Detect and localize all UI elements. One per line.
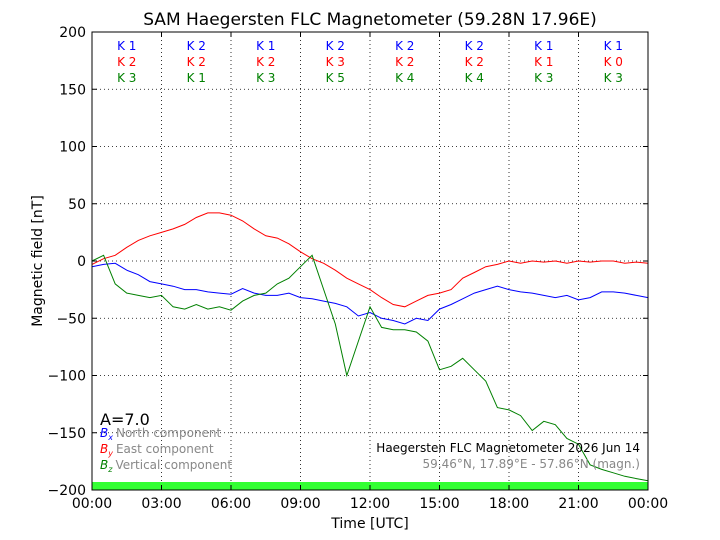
chart-title: SAM Haegersten FLC Magnetometer (59.28N … — [143, 10, 597, 30]
axis-ticks: 00:00 03:00 06:00 09:00 12:00 15:00 18:00 21:00… — [48, 25, 669, 512]
legend-entry: Bx North component — [100, 426, 222, 442]
k-index-cell: K 0 — [604, 55, 623, 69]
legend-label: North component — [116, 426, 222, 440]
legend-label: East component — [116, 442, 214, 456]
legend-symbol: B — [100, 458, 108, 472]
series-layer — [91, 212, 649, 482]
k-index-cell: K 3 — [117, 71, 136, 85]
x-tick-label: 12:00 — [350, 496, 390, 512]
legend-subscript: y — [107, 449, 113, 458]
k-index-cell: K 2 — [465, 39, 484, 53]
k-index-cell: K 4 — [395, 71, 414, 85]
k-index-cell: K 1 — [187, 71, 206, 85]
k-index-cell: K 1 — [604, 39, 623, 53]
y-tick-label: 0 — [77, 254, 86, 270]
k-index-cell: K 2 — [395, 55, 414, 69]
k-index-cell: K 4 — [465, 71, 484, 85]
k-index-cell: K 1 — [534, 55, 553, 69]
k-index-cell: K 3 — [256, 71, 275, 85]
k-index-cell: K 2 — [256, 55, 275, 69]
a-index-label: A=7.0 — [100, 410, 150, 429]
legend-entry: Bz Vertical component — [100, 458, 232, 474]
annotation-coords: 59.46°N, 17.89°E - 57.86°N (magn.) — [423, 457, 640, 471]
y-tick-label: 150 — [59, 82, 86, 98]
x-tick-label: 03:00 — [141, 496, 181, 512]
k-index-cell: K 2 — [117, 55, 136, 69]
legend-subscript: z — [107, 465, 113, 474]
k-index-cell: K 2 — [187, 39, 206, 53]
series-line-z — [91, 254, 649, 482]
k-index-cell: K 3 — [534, 71, 553, 85]
x-axis-label: Time [UTC] — [330, 516, 408, 532]
y-tick-label: −100 — [48, 369, 86, 385]
x-tick-label: 15:00 — [419, 496, 459, 512]
y-tick-label: 100 — [59, 140, 86, 156]
k-index-cell: K 3 — [604, 71, 623, 85]
k-index-cell: K 5 — [326, 71, 345, 85]
k-index-cell: K 2 — [187, 55, 206, 69]
y-tick-label: 50 — [68, 197, 86, 213]
x-tick-label: 21:00 — [558, 496, 598, 512]
y-tick-label: −200 — [48, 483, 86, 499]
k-index-cell: K 1 — [256, 39, 275, 53]
x-tick-label: 09:00 — [280, 496, 320, 512]
k-index-cell: K 3 — [326, 55, 345, 69]
legend-entry: By East component — [100, 442, 214, 458]
y-tick-label: −50 — [56, 311, 86, 327]
k-index-table: K 1 K 2 K 1 K 2 K 2 K 2 K 1 K 1 K 2 K 2 K 2 K 3 K 2 K… — [117, 39, 623, 85]
x-tick-label: 18:00 — [489, 496, 529, 512]
x-tick-label: 00:00 — [628, 496, 668, 512]
legend-symbol: B — [100, 442, 108, 456]
k-index-cell: K 2 — [395, 39, 414, 53]
legend-label: Vertical component — [115, 458, 232, 472]
annotation-title: Haegersten FLC Magnetometer 2026 Jun 14 — [376, 441, 640, 455]
k-index-cell: K 1 — [117, 39, 136, 53]
legend-symbol: B — [100, 426, 108, 440]
series-line-y — [91, 212, 649, 308]
y-tick-label: 200 — [59, 25, 86, 41]
x-tick-label: 06:00 — [211, 496, 251, 512]
legend-subscript: x — [107, 433, 113, 442]
k-index-cell: K 1 — [534, 39, 553, 53]
k-index-cell: K 2 — [465, 55, 484, 69]
series-line-x — [91, 262, 649, 325]
y-tick-label: −150 — [48, 426, 86, 442]
x-tick-label: 00:00 — [72, 496, 112, 512]
k-index-cell: K 2 — [326, 39, 345, 53]
y-axis-label: Magnetic field [nT] — [30, 195, 46, 327]
chart-grid — [92, 32, 648, 490]
